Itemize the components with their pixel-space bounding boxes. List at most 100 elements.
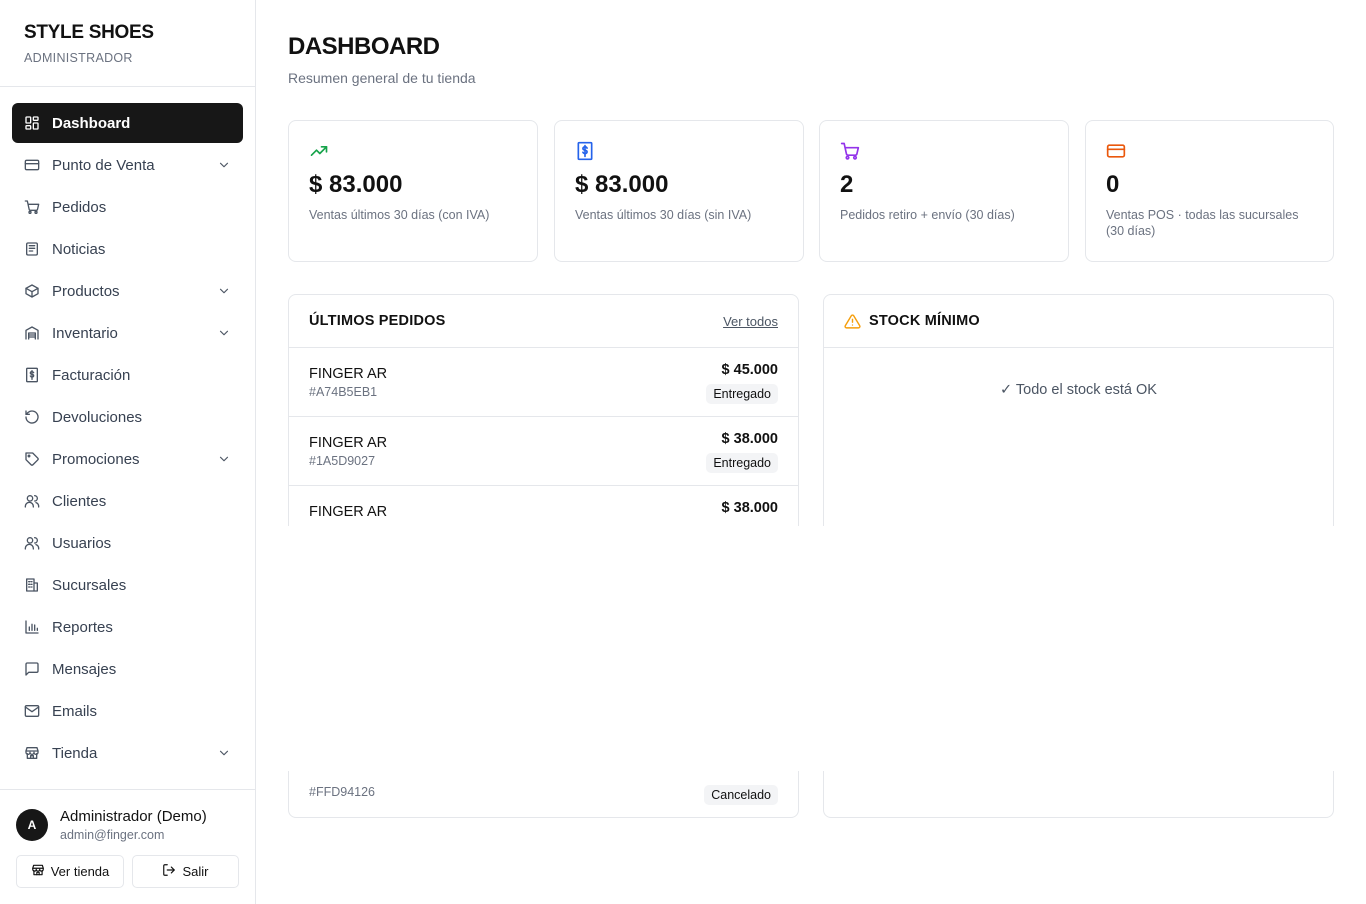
sidebar-item-label: Noticias <box>52 240 106 258</box>
sidebar-item-pedidos[interactable]: Pedidos <box>12 187 243 227</box>
sidebar-item-promociones[interactable]: Promociones <box>12 439 243 479</box>
cart-icon <box>24 199 40 215</box>
order-row[interactable]: FINGER AR #1A5D9027 $ 38.000 Entregado <box>289 417 798 486</box>
store-icon <box>31 863 45 880</box>
status-badge: Entregado <box>706 453 778 473</box>
users-icon <box>24 535 40 551</box>
sidebar-item-inventario[interactable]: Inventario <box>12 313 243 353</box>
users-icon <box>24 493 40 509</box>
view-store-label: Ver tienda <box>50 864 110 879</box>
sidebar-nav: Dashboard Punto de Venta Pedidos Noticias Pr… <box>12 103 243 775</box>
user-box: A Administrador (Demo) admin@finger.com … <box>0 789 255 904</box>
trending-up-icon <box>309 141 329 161</box>
sidebar-item-label: Tienda <box>52 744 98 762</box>
sidebar-item-label: Devoluciones <box>52 408 143 426</box>
order-amount: $ 45.000 <box>721 362 778 378</box>
cart-icon <box>840 141 860 161</box>
sidebar-item-label: Productos <box>52 282 120 300</box>
sidebar-item-label: Pedidos <box>52 198 107 216</box>
stat-card-sales-without-tax: $ 83.000 Ventas últimos 30 días (sin IVA… <box>554 120 804 262</box>
page-subtitle: Resumen general de tu tienda <box>288 70 476 86</box>
sidebar-item-tienda[interactable]: Tienda <box>12 733 243 773</box>
sidebar-item-label: Mensajes <box>52 660 117 678</box>
chevron-down-icon[interactable] <box>217 746 231 760</box>
chevron-down-icon[interactable] <box>217 452 231 466</box>
panel-title: STOCK MÍNIMO <box>869 313 980 329</box>
render-gap <box>256 526 1366 771</box>
brand: STYLE SHOES ADMINISTRADOR <box>0 0 255 87</box>
dollar-receipt-icon <box>575 141 595 161</box>
sidebar-item-label: Clientes <box>52 492 107 510</box>
brand-title: STYLE SHOES <box>24 22 154 43</box>
sidebar-item-label: Facturación <box>52 366 131 384</box>
panel-title: ÚLTIMOS PEDIDOS <box>309 313 446 329</box>
page-title: DASHBOARD <box>288 33 440 60</box>
sidebar-item-label: Emails <box>52 702 98 720</box>
stat-card-orders: 2 Pedidos retiro + envío (30 días) <box>819 120 1069 262</box>
order-amount: $ 38.000 <box>721 431 778 447</box>
mail-icon <box>24 703 40 719</box>
status-badge: Entregado <box>706 384 778 404</box>
stat-label: Ventas últimos 30 días (sin IVA) <box>575 208 752 222</box>
sidebar-item-sucursales[interactable]: Sucursales <box>12 565 243 605</box>
message-icon <box>24 661 40 677</box>
store-icon <box>24 745 40 761</box>
stat-value: $ 83.000 <box>575 171 669 198</box>
sidebar-item-mensajes[interactable]: Mensajes <box>12 649 243 689</box>
stat-value: $ 83.000 <box>309 171 403 198</box>
order-customer: FINGER AR <box>309 435 388 451</box>
logout-icon <box>162 863 176 880</box>
sidebar-item-punto-de-venta[interactable]: Punto de Venta <box>12 145 243 185</box>
credit-card-icon <box>1106 141 1126 161</box>
order-id: #FFD94126 <box>309 785 376 799</box>
user-name: Administrador (Demo) <box>60 808 207 825</box>
chevron-down-icon[interactable] <box>217 158 231 172</box>
view-store-button[interactable]: Ver tienda <box>16 855 124 888</box>
status-badge: Cancelado <box>704 785 778 805</box>
chevron-down-icon[interactable] <box>217 284 231 298</box>
sidebar-item-facturacion[interactable]: Facturación <box>12 355 243 395</box>
sidebar-item-label: Usuarios <box>52 534 112 552</box>
logout-label: Salir <box>182 864 209 879</box>
sidebar-item-label: Punto de Venta <box>52 156 155 174</box>
stat-label: Pedidos retiro + envío (30 días) <box>840 208 1015 222</box>
order-customer: FINGER AR <box>309 504 388 520</box>
warehouse-icon <box>24 325 40 341</box>
order-row[interactable]: FINGER AR $ 38.000 <box>289 486 798 555</box>
bar-chart-icon <box>24 619 40 635</box>
order-row[interactable]: FINGER AR #A74B5EB1 $ 45.000 Entregado <box>289 348 798 417</box>
sidebar-item-label: Dashboard <box>52 114 131 132</box>
view-all-link[interactable]: Ver todos <box>723 313 778 329</box>
sidebar-item-productos[interactable]: Productos <box>12 271 243 311</box>
box-icon <box>24 283 40 299</box>
tag-icon <box>24 451 40 467</box>
warning-icon <box>844 313 861 330</box>
sidebar-item-clientes[interactable]: Clientes <box>12 481 243 521</box>
brand-subtitle: ADMINISTRADOR <box>24 51 133 65</box>
order-id: #A74B5EB1 <box>309 385 378 399</box>
sidebar-item-label: Reportes <box>52 618 113 636</box>
stat-value: 0 <box>1106 171 1120 198</box>
panel-header: STOCK MÍNIMO <box>824 295 1333 348</box>
sidebar-item-usuarios[interactable]: Usuarios <box>12 523 243 563</box>
dashboard-icon <box>24 115 40 131</box>
sidebar-item-label: Sucursales <box>52 576 127 594</box>
sidebar-item-devoluciones[interactable]: Devoluciones <box>12 397 243 437</box>
sidebar-item-label: Promociones <box>52 450 140 468</box>
stat-card-pos-sales: 0 Ventas POS · todas las sucursales (30 … <box>1085 120 1334 262</box>
invoice-icon <box>24 367 40 383</box>
user-email: admin@finger.com <box>60 828 165 842</box>
sidebar-item-noticias[interactable]: Noticias <box>12 229 243 269</box>
avatar[interactable]: A <box>16 809 48 841</box>
sidebar-item-label: Inventario <box>52 324 118 342</box>
logout-button[interactable]: Salir <box>132 855 239 888</box>
order-amount: $ 38.000 <box>721 500 778 516</box>
stat-label: Ventas últimos 30 días (con IVA) <box>309 208 490 222</box>
sidebar-item-reportes[interactable]: Reportes <box>12 607 243 647</box>
credit-card-icon <box>24 157 40 173</box>
panel-header: ÚLTIMOS PEDIDOS Ver todos <box>289 295 798 348</box>
sidebar-item-emails[interactable]: Emails <box>12 691 243 731</box>
sidebar-item-dashboard[interactable]: Dashboard <box>12 103 243 143</box>
sidebar: STYLE SHOES ADMINISTRADOR Dashboard Punto… <box>0 0 256 904</box>
chevron-down-icon[interactable] <box>217 326 231 340</box>
